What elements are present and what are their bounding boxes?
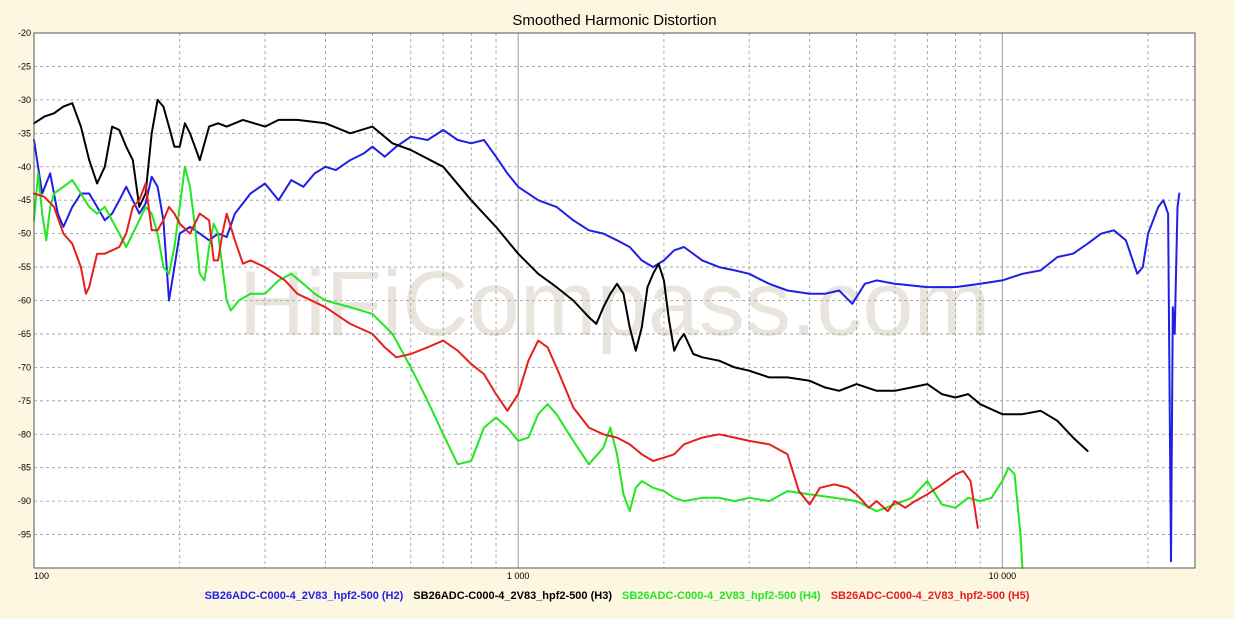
legend: SB26ADC-C000-4_2V83_hpf2-500 (H2) SB26ADC…	[205, 590, 1030, 602]
y-tick-label: -35	[18, 128, 31, 138]
legend-entry-h5: SB26ADC-C000-4_2V83_hpf2-500 (H5)	[831, 590, 1030, 602]
legend-entry-h4: SB26ADC-C000-4_2V83_hpf2-500 (H4)	[622, 590, 821, 602]
y-tick-label: -70	[18, 362, 31, 372]
series-line-h3	[33, 98, 1089, 452]
y-tick-label: -65	[18, 329, 31, 339]
y-tick-label: -75	[18, 396, 31, 406]
x-tick-label: 1 000	[507, 571, 530, 581]
legend-entry-h3: SB26ADC-C000-4_2V83_hpf2-500 (H3)	[413, 590, 612, 602]
y-tick-label: -55	[18, 262, 31, 272]
watermark-text: HiFiCompass.com	[239, 253, 990, 355]
y-tick-label: -25	[18, 61, 31, 71]
y-tick-label: -30	[18, 95, 31, 105]
y-tick-label: -40	[18, 162, 31, 172]
y-tick-label: -45	[18, 195, 31, 205]
y-tick-label: -95	[18, 530, 31, 540]
x-tick-label: 10 000	[989, 571, 1017, 581]
y-tick-label: -90	[18, 496, 31, 506]
y-tick-label: -80	[18, 429, 31, 439]
y-tick-label: -20	[18, 28, 31, 38]
plot-frame	[33, 32, 1196, 569]
y-tick-label: -60	[18, 296, 31, 306]
series-line-h5	[33, 182, 979, 529]
series-line-h2	[33, 129, 1181, 563]
chart-title: Smoothed Harmonic Distortion	[512, 12, 716, 29]
y-tick-label: -50	[18, 229, 31, 239]
legend-entry-h2: SB26ADC-C000-4_2V83_hpf2-500 (H2)	[205, 590, 404, 602]
series-line-h4	[33, 165, 1024, 569]
x-tick-label: 100	[34, 571, 49, 581]
y-tick-label: -85	[18, 463, 31, 473]
